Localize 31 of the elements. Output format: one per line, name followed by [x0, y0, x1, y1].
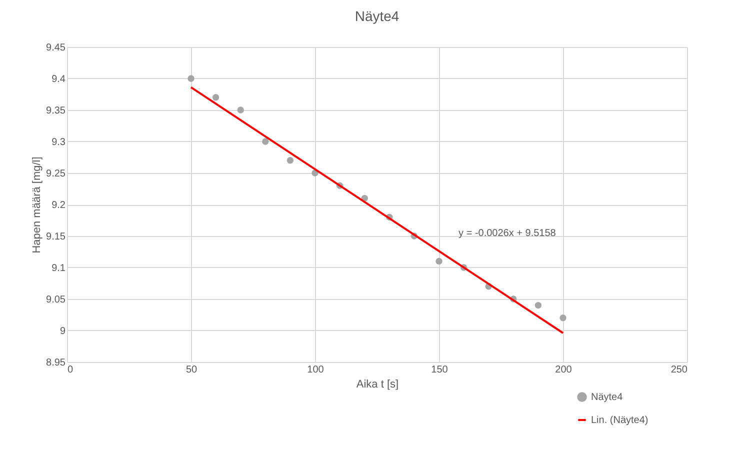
chart-title: Näyte4 [354, 8, 400, 24]
y-tick-label: 9.4 [52, 74, 66, 85]
y-tick-label: 9.2 [52, 200, 66, 211]
point [237, 106, 244, 114]
point [212, 94, 220, 101]
point [286, 157, 294, 164]
y-tick-label: 9.35 [46, 106, 66, 116]
x-axis-title: Aika t [s] [356, 378, 399, 390]
x-tick-label: 150 [431, 364, 448, 376]
x-tick-label: 100 [307, 364, 324, 376]
y-tick-label: 9.15 [46, 232, 66, 242]
y-tick-label: 9.1 [52, 263, 66, 274]
y-tick-label: 9.3 [52, 137, 66, 148]
legend-label: Näyte4 [591, 392, 624, 403]
point [436, 258, 442, 265]
x-tick-label: 0 [68, 364, 74, 376]
y-tick-label: 9.45 [46, 42, 66, 54]
x-tick-label: 50 [186, 364, 198, 376]
x-tick-label: 200 [555, 364, 572, 376]
point [534, 302, 542, 309]
y-tick-label: 9.25 [46, 168, 66, 180]
annotation: y = -0.0026x + 9.5158 [458, 228, 556, 239]
y-tick-label: 9.05 [46, 294, 66, 306]
x-tick-label: 250 [670, 364, 688, 376]
y-axis-title: Hapen määrä [mg/l] [31, 156, 44, 254]
point [560, 314, 566, 322]
y-tick-label: 8.95 [46, 358, 66, 368]
y-tick-label: 9 [60, 326, 66, 337]
point [188, 75, 194, 82]
point [262, 138, 269, 145]
legend-label: Lin. (Näyte4) [591, 415, 648, 426]
